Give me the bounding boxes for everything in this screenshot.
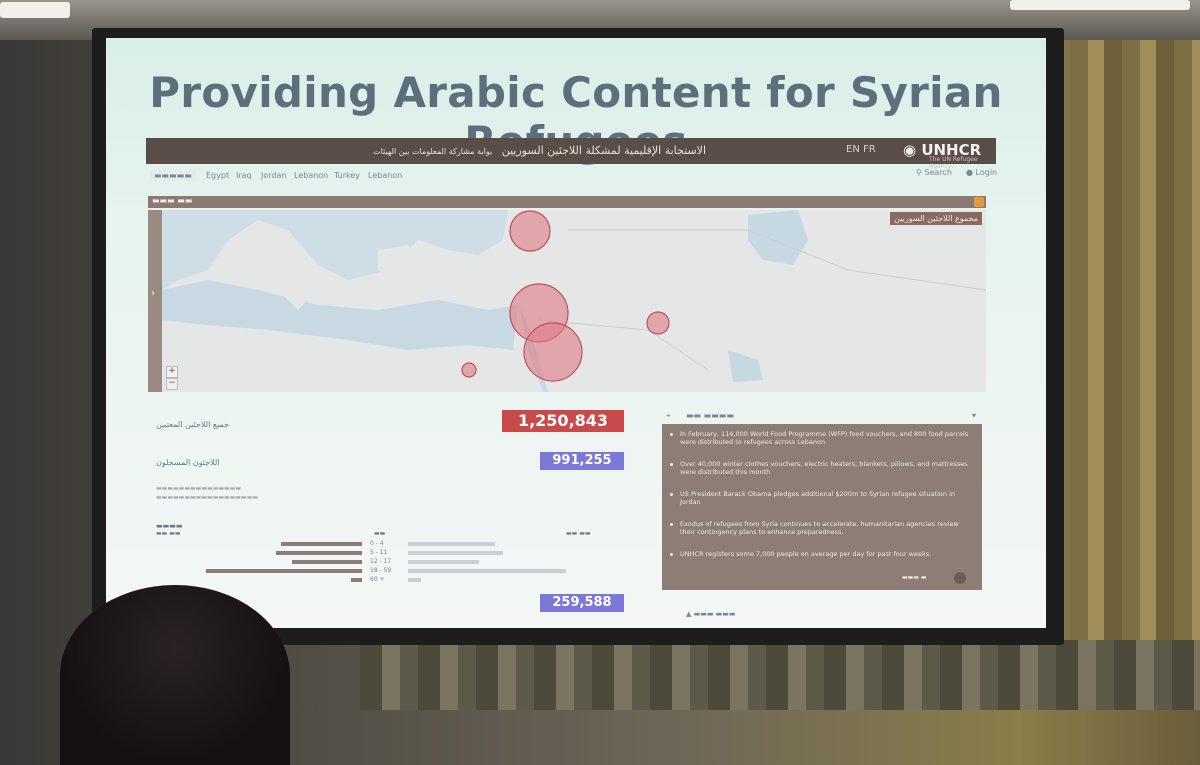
curtain [1070, 40, 1200, 640]
ceiling-light [0, 2, 70, 18]
nav-item-iraq[interactable]: Iraq [236, 171, 252, 180]
map-header: ▬▬▬ ▬▬ [148, 196, 986, 208]
age-header-male: ▬▬ ▬▬ [156, 530, 181, 537]
male-bar [206, 569, 362, 573]
news-bullet [670, 493, 673, 496]
male-bar [281, 542, 362, 546]
female-bar [408, 560, 479, 564]
stats-note: ▬▬▬▬▬▬▬▬▬▬▬▬▬▬▬ ▬▬▬▬▬▬▬▬▬▬▬▬▬▬▬▬▬▬ [156, 485, 259, 501]
age-range-label: 60 + [370, 576, 385, 583]
female-bar [408, 578, 421, 582]
news-header: ⌖ ▬▬ ▬▬▬▬ ▾ [666, 410, 986, 424]
map-circle-turkey [509, 210, 551, 252]
language-switcher[interactable]: EN FR [846, 144, 876, 155]
male-bar [351, 578, 362, 582]
site-header: الاستجابة الإقليمية لمشكلة اللاجئين السو… [146, 138, 996, 170]
age-range-label: 0 - 4 [370, 540, 384, 547]
total-refugees-value: 1,250,843 [502, 410, 624, 432]
female-bar [408, 542, 495, 546]
rss-icon[interactable] [974, 197, 984, 207]
age-row: 18 - 59 [156, 567, 586, 575]
bottom-section-label: ▲ ▬▬▬ ▬▬▬ [686, 610, 736, 618]
nav-item-arabic[interactable]: Lebanon [368, 171, 403, 180]
age-row: 12 - 17 [156, 558, 586, 566]
map-circle-iraq [646, 311, 670, 335]
female-bar [408, 569, 566, 573]
site-title-arabic: الاستجابة الإقليمية لمشكلة اللاجئين السو… [373, 144, 706, 157]
logo-subtitle: The UN Refugee Agency [929, 156, 978, 170]
news-item[interactable]: UNHCR registers some 7,000 people on ave… [680, 550, 932, 558]
unhcr-portal: الاستجابة الإقليمية لمشكلة اللاجئين السو… [146, 138, 1006, 628]
map-legend: مجموع اللاجئين السوريين [890, 212, 982, 225]
male-bar [276, 551, 362, 555]
search-link[interactable]: ⚲ Search [916, 168, 952, 177]
map-side-panel[interactable]: › [148, 210, 162, 392]
map-circle-jordan [523, 322, 583, 382]
login-label: Login [975, 168, 998, 177]
nav-item-home[interactable]: ▬▬▬▬▬ [150, 170, 196, 181]
news-more-icon[interactable] [954, 572, 966, 584]
location-icon: ⌖ [666, 411, 671, 420]
unhcr-logo[interactable]: ◉ UNHCR [903, 141, 982, 159]
zoom-in-button[interactable]: + [166, 366, 178, 378]
site-title-portal: بوابة مشاركة المعلومات بين الهيئات [373, 147, 493, 156]
age-header-age: ▬▬ [374, 530, 386, 537]
age-range-label: 5 - 11 [370, 549, 388, 556]
nav-item-lebanon[interactable]: Lebanon [294, 171, 329, 180]
audience-head [60, 585, 290, 765]
news-item[interactable]: Exodus of refugees from Syria continues … [680, 520, 959, 536]
projector-screen: Providing Arabic Content for Syrian Refu… [106, 38, 1046, 628]
age-header-female: ▬▬ ▬▬ [566, 530, 591, 537]
chevron-down-icon[interactable]: ▾ [972, 411, 977, 420]
map-canvas [148, 210, 986, 392]
registered-refugees-label: اللاجئون المسجلون [156, 458, 220, 467]
ceiling-light [1010, 0, 1190, 10]
logo-text: UNHCR [921, 141, 982, 159]
country-nav: ▬▬▬▬▬ Egypt Iraq Jordan Lebanon Turkey L… [146, 168, 996, 186]
login-link[interactable]: ● Login [966, 168, 997, 177]
chevron-right-icon[interactable]: › [151, 288, 155, 299]
age-range-label: 12 - 17 [370, 558, 392, 565]
news-bullet [670, 463, 673, 466]
curtain [360, 640, 1200, 710]
nav-item-turkey[interactable]: Turkey [334, 171, 361, 180]
age-range-label: 18 - 59 [370, 567, 392, 574]
search-label: Search [924, 168, 952, 177]
male-bar [292, 560, 362, 564]
news-more-link[interactable]: ▬▬▬ ▬ [902, 574, 927, 581]
news-item[interactable]: In February, 114,000 World Food Programm… [680, 430, 969, 446]
age-row: 0 - 4 [156, 540, 586, 548]
map-circle-egypt [461, 362, 477, 378]
total-refugees-label: جميع اللاجئين المعنيين [156, 420, 230, 429]
search-icon: ⚲ [916, 168, 922, 177]
awaiting-registration-value: 259,588 [540, 594, 624, 612]
nav-item-egypt[interactable]: Egypt [206, 171, 230, 180]
age-row: 5 - 11 [156, 549, 586, 557]
zoom-out-button[interactable]: − [166, 378, 178, 390]
age-breakdown-title: ▬▬▬▬ [156, 522, 183, 530]
nav-item-jordan[interactable]: Jordan [261, 171, 287, 180]
news-panel: In February, 114,000 World Food Programm… [662, 424, 982, 590]
site-title-main: الاستجابة الإقليمية لمشكلة اللاجئين السو… [501, 144, 706, 157]
refugee-map[interactable]: › + − مجموع اللاجئين السوريين [148, 210, 986, 392]
map-header-label: ▬▬▬ ▬▬ [152, 196, 193, 205]
news-header-label: ▬▬ ▬▬▬▬ [686, 411, 734, 420]
user-icon: ● [966, 168, 973, 177]
registered-refugees-value: 991,255 [540, 452, 624, 470]
news-item[interactable]: US President Barack Obama pledges additi… [680, 490, 955, 506]
news-bullet [670, 433, 673, 436]
news-item[interactable]: Over 40,000 winter clothes vouchers, ele… [680, 460, 968, 476]
female-bar [408, 551, 503, 555]
age-row: 60 + [156, 576, 586, 584]
news-bullet [670, 553, 673, 556]
news-bullet [670, 523, 673, 526]
